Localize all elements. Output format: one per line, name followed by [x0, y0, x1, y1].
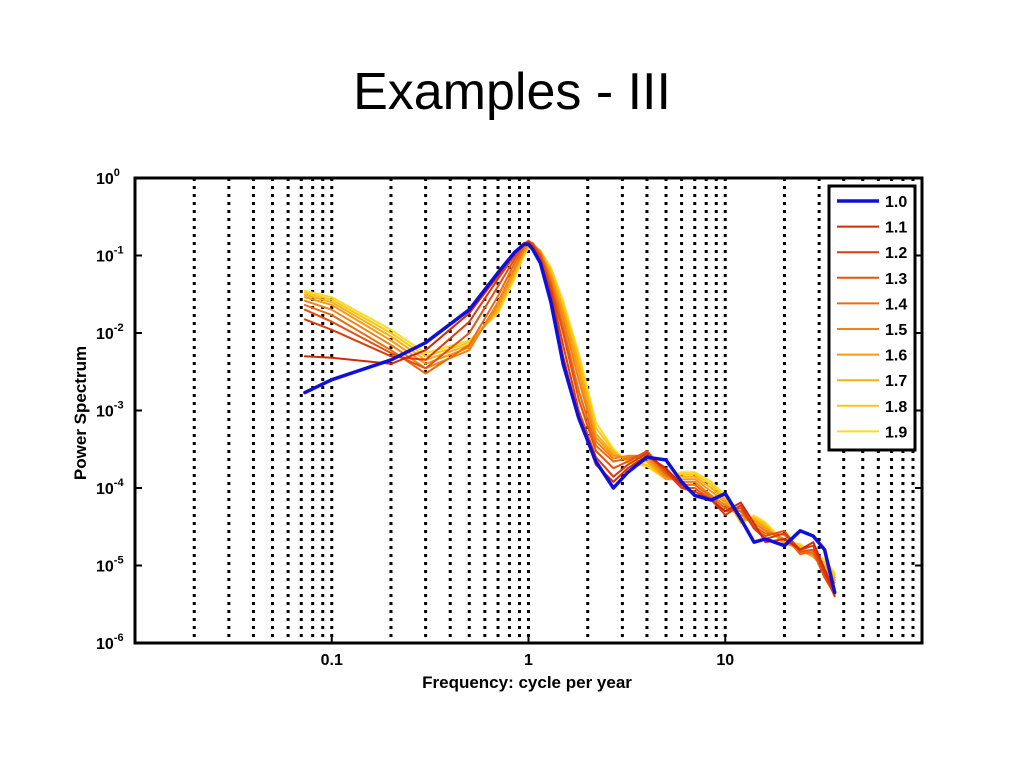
- slide-title: Examples - III: [353, 63, 671, 121]
- series-line-1-1: [303, 242, 836, 594]
- series-line-1-9: [303, 245, 836, 574]
- axis-ticks: 0.1 1 10 100 10-1 10-2 10-3 10-4 10-5 10-6: [96, 167, 922, 669]
- x-grid-lines: [192, 178, 915, 643]
- series-lines: [303, 239, 837, 598]
- x-tick-label: 1: [524, 652, 533, 669]
- legend-entry-label: 1.9: [885, 424, 907, 441]
- legend-entry-label: 1.5: [885, 322, 907, 339]
- x-axis-label: Frequency: cycle per year: [422, 673, 632, 692]
- y-tick-label: 100: [96, 167, 120, 188]
- y-tick-label: 10-4: [96, 477, 124, 498]
- legend-entry-label: 1.2: [885, 245, 907, 262]
- series-line-1-4: [303, 240, 836, 590]
- legend-entry-label: 1.6: [885, 348, 907, 365]
- series-line-1-0: [303, 242, 837, 595]
- x-tick-label: 0.1: [321, 652, 343, 669]
- legend: 1.0 1.1 1.2 1.3 1.4 1.5 1.6 1.7 1.8 1.9: [827, 184, 917, 452]
- y-tick-label: 10-2: [96, 322, 124, 343]
- axis-labels: Frequency: cycle per year Power Spectrum: [71, 346, 632, 692]
- legend-entry-label: 1.0: [885, 194, 907, 211]
- y-axis-label: Power Spectrum: [71, 346, 90, 480]
- legend-entry-label: 1.4: [885, 296, 907, 313]
- y-tick-label: 10-6: [96, 632, 124, 653]
- legend-entry-label: 1.8: [885, 399, 907, 416]
- legend-entry-label: 1.1: [885, 220, 907, 237]
- y-tick-label: 10-5: [96, 555, 124, 576]
- y-tick-label: 10-3: [96, 400, 124, 421]
- legend-entry-label: 1.3: [885, 271, 907, 288]
- y-tick-label: 10-1: [96, 245, 124, 266]
- x-tick-label: 10: [716, 652, 734, 669]
- legend-entry-label: 1.7: [885, 373, 907, 390]
- series-line-1-8: [303, 244, 836, 577]
- series-line-1-3: [303, 239, 836, 596]
- series-line-1-7: [303, 243, 836, 579]
- series-line-1-5: [303, 242, 836, 584]
- series-line-1-6: [303, 243, 836, 581]
